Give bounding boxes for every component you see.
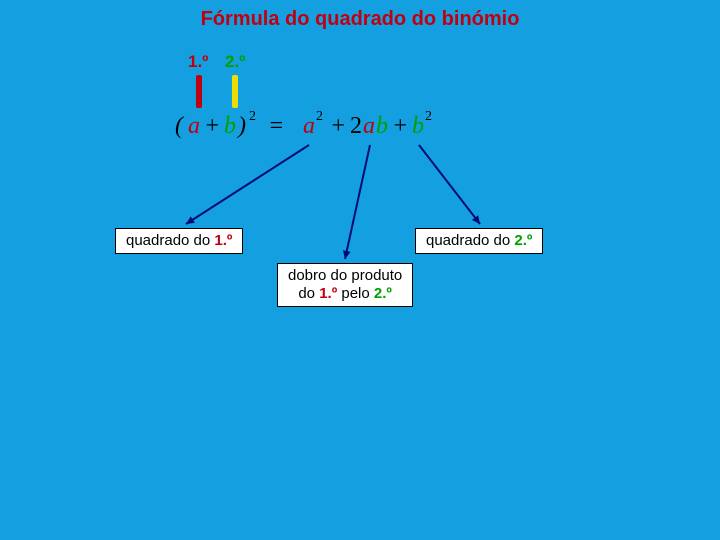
formula-lparen: ( <box>175 113 183 140</box>
formula-a2: a <box>303 113 315 140</box>
box-mid-line1: dobro do produto <box>288 267 402 284</box>
formula-b1: b <box>224 113 236 140</box>
box-right-text: quadrado do <box>426 232 514 249</box>
box-mid-line2b: pelo <box>337 285 374 302</box>
formula-plus3: + <box>392 113 408 140</box>
tick-first <box>196 75 202 108</box>
box-quadrado-2: quadrado do 2.º <box>415 228 543 254</box>
formula-sq3: 2 <box>425 109 432 125</box>
tick-second <box>232 75 238 108</box>
ordinal-second: 2.º <box>225 52 245 72</box>
box-mid-accent2: 2.º <box>374 285 392 302</box>
formula-two: 2 <box>350 113 362 140</box>
title-text: Fórmula do quadrado do binómio <box>201 8 520 30</box>
formula-sq2: 2 <box>316 109 323 125</box>
box-left-accent: 1.º <box>214 232 232 249</box>
box-quadrado-1: quadrado do 1.º <box>115 228 243 254</box>
formula-sq1: 2 <box>249 109 256 125</box>
formula-b2: b <box>376 113 388 140</box>
box-mid-line2a: do <box>298 285 319 302</box>
ordinal-first: 1.º <box>188 52 208 72</box>
box-left-text: quadrado do <box>126 232 214 249</box>
formula-eq: = <box>268 113 284 140</box>
formula-plus1: + <box>204 113 220 140</box>
box-dobro-produto: dobro do produto do 1.º pelo 2.º <box>277 263 413 307</box>
formula-plus2: + <box>330 113 346 140</box>
formula-rparen: ) <box>238 113 246 140</box>
formula-a3: a <box>363 113 375 140</box>
formula-a1: a <box>188 113 200 140</box>
page-title: Fórmula do quadrado do binómio <box>0 8 720 31</box>
formula-b3: b <box>412 113 424 140</box>
box-right-accent: 2.º <box>514 232 532 249</box>
box-mid-accent1: 1.º <box>319 285 337 302</box>
